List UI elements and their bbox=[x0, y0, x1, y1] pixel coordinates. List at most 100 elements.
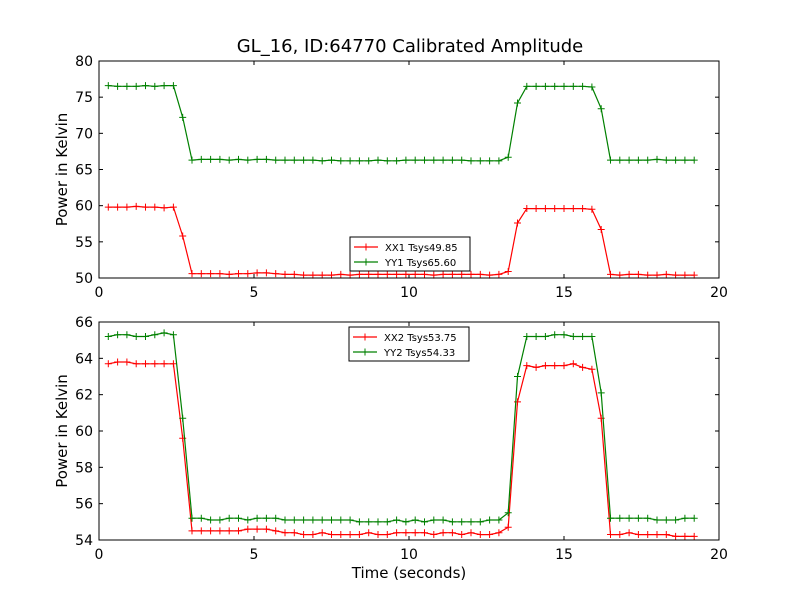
x-tick-label: 10 bbox=[400, 285, 418, 301]
data-point bbox=[132, 333, 140, 341]
data-point bbox=[355, 531, 363, 539]
legend-box bbox=[349, 236, 471, 272]
data-point bbox=[300, 531, 308, 539]
data-point bbox=[653, 271, 661, 279]
data-point bbox=[309, 156, 317, 164]
data-point bbox=[597, 226, 605, 234]
data-point bbox=[672, 516, 680, 524]
data-point bbox=[458, 531, 466, 539]
legend-marker bbox=[362, 258, 370, 266]
data-point bbox=[616, 271, 624, 279]
data-point bbox=[383, 157, 391, 165]
data-point bbox=[225, 270, 233, 278]
data-point bbox=[151, 360, 159, 368]
data-point bbox=[681, 271, 689, 279]
x-tick-label: 5 bbox=[250, 547, 259, 563]
data-point bbox=[374, 270, 382, 278]
data-point bbox=[318, 529, 326, 537]
data-point bbox=[300, 516, 308, 524]
data-point bbox=[188, 156, 196, 164]
data-point bbox=[430, 531, 438, 539]
data-point bbox=[309, 271, 317, 279]
data-point bbox=[272, 514, 280, 522]
data-point bbox=[421, 529, 428, 537]
data-point bbox=[132, 82, 140, 90]
data-point bbox=[216, 516, 224, 524]
data-point bbox=[179, 414, 187, 422]
legend-marker bbox=[362, 243, 370, 251]
data-point bbox=[411, 270, 419, 278]
x-tick-label: 15 bbox=[555, 285, 573, 301]
data-point bbox=[281, 270, 289, 278]
data-point bbox=[560, 205, 568, 213]
data-point bbox=[188, 527, 196, 535]
data-point bbox=[551, 362, 559, 370]
data-point bbox=[569, 360, 577, 368]
data-point bbox=[448, 518, 456, 526]
data-point bbox=[225, 527, 233, 535]
y-tick-label: 60 bbox=[75, 199, 93, 215]
data-point bbox=[607, 531, 614, 539]
y-tick-label: 62 bbox=[75, 388, 93, 404]
legend-label: XX1 Tsys49.85 bbox=[385, 243, 458, 254]
data-point bbox=[300, 156, 308, 164]
data-point bbox=[644, 271, 652, 279]
data-point bbox=[262, 269, 270, 277]
bottom-panel: 0 5 10 15 20 54 56 58 60 62 64 66 Power in Kelvin Tim… bbox=[53, 315, 728, 582]
data-point bbox=[179, 232, 187, 240]
data-point bbox=[235, 527, 242, 535]
data-point bbox=[346, 271, 354, 279]
data-point bbox=[272, 270, 280, 278]
data-point bbox=[579, 82, 587, 90]
data-point bbox=[523, 333, 531, 341]
data-point bbox=[541, 362, 549, 370]
data-point bbox=[448, 156, 456, 164]
data-point bbox=[328, 156, 335, 164]
data-point bbox=[281, 529, 289, 537]
data-point bbox=[281, 516, 289, 524]
data-point bbox=[309, 531, 317, 539]
data-point bbox=[625, 156, 633, 164]
data-point bbox=[495, 516, 503, 524]
data-point bbox=[616, 531, 624, 539]
data-point bbox=[402, 518, 410, 526]
data-point bbox=[690, 271, 698, 279]
data-point bbox=[383, 518, 391, 526]
data-point bbox=[290, 270, 298, 278]
data-point bbox=[262, 525, 270, 533]
data-point bbox=[411, 156, 419, 164]
data-point bbox=[560, 362, 568, 370]
data-point bbox=[132, 202, 140, 210]
data-point bbox=[197, 270, 205, 278]
data-point bbox=[569, 205, 577, 213]
data-point bbox=[672, 271, 680, 279]
data-point bbox=[541, 333, 549, 341]
data-point bbox=[411, 529, 419, 537]
data-point bbox=[244, 270, 252, 278]
data-point bbox=[662, 270, 670, 278]
data-point bbox=[235, 155, 242, 163]
data-point bbox=[253, 514, 261, 522]
data-point bbox=[439, 270, 447, 278]
data-point bbox=[421, 156, 428, 164]
data-point bbox=[383, 270, 391, 278]
data-point bbox=[523, 205, 531, 213]
data-point bbox=[132, 360, 140, 368]
data-point bbox=[235, 514, 242, 522]
data-point bbox=[532, 205, 540, 213]
y-tick-label: 55 bbox=[75, 235, 93, 251]
x-tick-label: 20 bbox=[710, 285, 728, 301]
data-point bbox=[514, 373, 521, 380]
y-tick-label: 80 bbox=[75, 54, 93, 70]
data-point bbox=[607, 270, 614, 278]
data-point bbox=[644, 156, 652, 164]
data-point bbox=[476, 157, 484, 165]
data-point bbox=[216, 155, 224, 163]
x-tick-label: 10 bbox=[400, 547, 418, 563]
y-axis-label: Power in Kelvin bbox=[53, 113, 71, 227]
data-point bbox=[328, 271, 335, 279]
x-tick-label: 0 bbox=[95, 285, 104, 301]
data-point bbox=[495, 529, 503, 537]
